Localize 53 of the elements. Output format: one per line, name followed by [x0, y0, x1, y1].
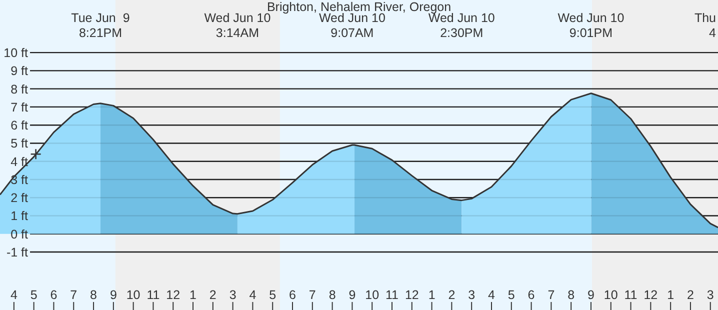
x-tick-label: 11: [386, 288, 399, 302]
y-tick-label: 3 ft: [10, 172, 29, 187]
x-tick-label: 11: [146, 288, 160, 302]
x-tick-label: 8: [568, 288, 575, 302]
x-tick-label: 10: [604, 288, 618, 302]
y-tick-label: 6 ft: [10, 118, 29, 133]
x-tick-label: 11: [624, 288, 638, 302]
x-tick-label: 6: [50, 288, 58, 302]
x-tick-label: 10: [365, 288, 380, 302]
x-tick-label: 2: [686, 288, 694, 302]
x-tick-label: 8: [90, 288, 98, 302]
x-tick-label: 3: [706, 288, 714, 302]
x-tick-label: 9: [110, 288, 117, 302]
annotation: Wed Jun 10 3:14AM: [204, 11, 271, 40]
x-tick-label: 4: [10, 288, 18, 302]
x-tick-label: 6: [528, 288, 535, 302]
chart-title: Brighton, Nehalem River, Oregon: [266, 0, 452, 14]
x-tick-label: 4: [249, 288, 256, 302]
x-tick-label: 1: [428, 288, 436, 302]
x-tick-label: 8: [328, 288, 336, 302]
annotation: Thu 4: [694, 11, 716, 40]
x-tick-label: 6: [289, 288, 296, 302]
x-tick-label: 2: [209, 288, 216, 302]
y-tick-label: 1 ft: [10, 209, 29, 224]
x-tick-label: 3: [468, 288, 476, 302]
x-tick-label: 12: [404, 288, 419, 302]
y-tick-label: 8 ft: [10, 82, 29, 96]
x-tick-label: 5: [269, 288, 276, 302]
x-tick-label: 4: [488, 288, 496, 302]
x-tick-label: 9: [348, 288, 356, 302]
x-tick-label: 1: [190, 288, 197, 302]
y-tick-label: 9 ft: [10, 64, 29, 78]
y-tick-label: 2 ft: [10, 191, 29, 206]
x-tick-label: 1: [667, 288, 674, 302]
y-tick-label: 7 ft: [10, 100, 29, 114]
y-tick-label: 10 ft: [4, 46, 29, 60]
x-tick-label: 12: [166, 288, 180, 302]
x-tick-label: 2: [448, 288, 456, 302]
y-tick-label: 5 ft: [10, 136, 29, 151]
x-tick-label: 7: [308, 288, 316, 302]
x-tick-label: 9: [588, 288, 595, 302]
x-tick-label: 10: [126, 288, 140, 302]
x-tick-label: 5: [508, 288, 515, 302]
x-tick-label: 7: [548, 288, 555, 302]
x-tick-label: 7: [70, 288, 78, 302]
y-tick-label: -1 ft: [6, 245, 29, 260]
annotation: Wed Jun 10 9:07AM: [318, 11, 386, 40]
x-tick-label: 5: [30, 288, 38, 302]
annotation: Wed Jun 10 9:01PM: [558, 11, 624, 40]
annotation: Tue Jun 9 8:21PM: [71, 11, 130, 40]
y-tick-label: 0 ft: [10, 227, 29, 242]
x-tick-label: 12: [644, 288, 658, 302]
x-tick-label: 3: [229, 288, 236, 302]
